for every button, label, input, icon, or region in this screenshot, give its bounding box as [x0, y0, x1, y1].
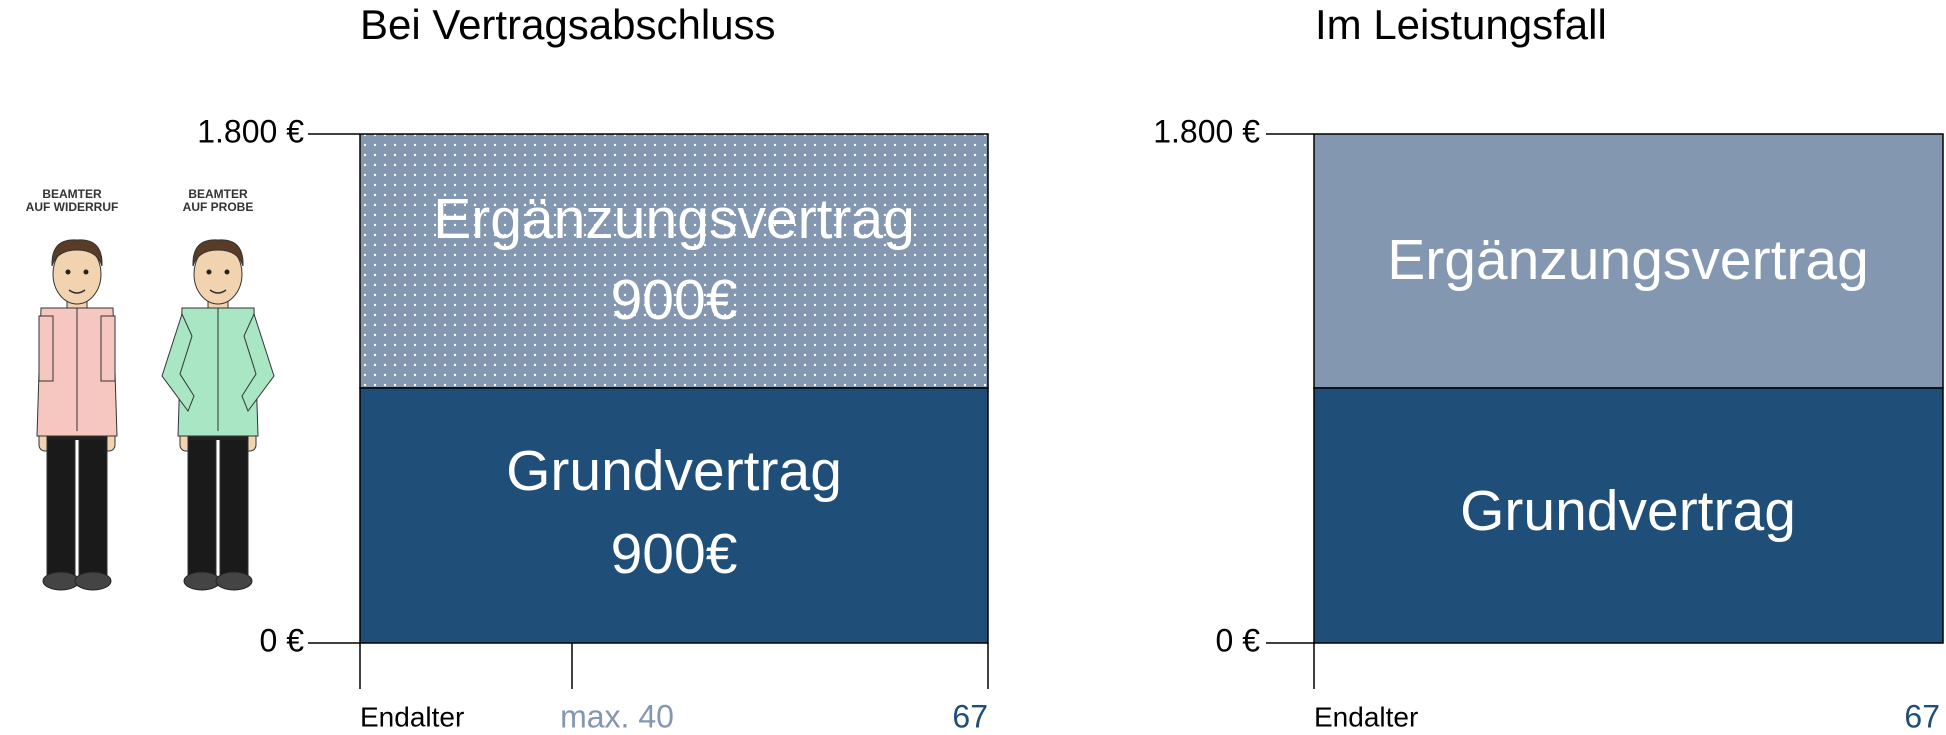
segment-amount: 900€: [611, 522, 738, 586]
x-label: 67: [952, 698, 988, 734]
figure-widerruf: BEAMTER AUF WIDERRUF: [26, 187, 119, 591]
figure-label: BEAMTER: [188, 187, 248, 201]
segment-name: Grundvertrag: [506, 439, 842, 503]
x-label: Endalter: [360, 701, 464, 732]
y-label: 1.800 €: [1153, 113, 1260, 149]
y-label: 1.800 €: [197, 113, 304, 149]
panel-title: Im Leistungsfall: [1315, 1, 1607, 48]
x-label: max. 40: [560, 698, 674, 734]
figure-label: AUF WIDERRUF: [26, 200, 119, 214]
segment-top: [359, 133, 989, 389]
figure-label: AUF PROBE: [183, 200, 254, 214]
panel-title: Bei Vertragsabschluss: [360, 1, 776, 48]
figure-label: BEAMTER: [42, 187, 102, 201]
panel-right: Im Leistungsfall Ergänzungsvertrag Grund…: [1153, 1, 1944, 734]
y-label: 0 €: [1216, 622, 1261, 658]
figure-probe: BEAMTER AUF PROBE: [161, 187, 275, 591]
segment-bottom: [1313, 387, 1944, 644]
segment-amount: 900€: [611, 268, 738, 332]
y-label: 0 €: [260, 622, 305, 658]
segment-bottom: [359, 387, 989, 644]
panel-left: Bei Vertragsabschluss Ergänzungsvertrag …: [197, 1, 989, 734]
segment-name: Ergänzungsvertrag: [433, 187, 915, 251]
segment-name: Grundvertrag: [1460, 479, 1796, 543]
segment-name: Ergänzungsvertrag: [1387, 228, 1869, 292]
x-label: 67: [1904, 698, 1940, 734]
x-label: Endalter: [1314, 701, 1418, 732]
